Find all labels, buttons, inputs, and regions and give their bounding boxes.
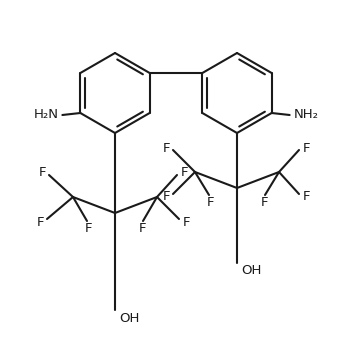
Text: F: F xyxy=(138,222,146,236)
Text: OH: OH xyxy=(241,265,261,277)
Text: F: F xyxy=(302,141,310,155)
Text: F: F xyxy=(180,167,188,179)
Text: F: F xyxy=(162,190,170,204)
Text: F: F xyxy=(260,197,268,209)
Text: NH₂: NH₂ xyxy=(294,109,319,121)
Text: F: F xyxy=(303,190,311,204)
Text: F: F xyxy=(38,167,46,179)
Text: F: F xyxy=(183,215,191,229)
Text: F: F xyxy=(36,215,44,229)
Text: F: F xyxy=(206,197,214,209)
Text: F: F xyxy=(84,222,92,236)
Text: OH: OH xyxy=(119,312,140,325)
Text: F: F xyxy=(162,141,170,155)
Text: H₂N: H₂N xyxy=(33,109,58,121)
